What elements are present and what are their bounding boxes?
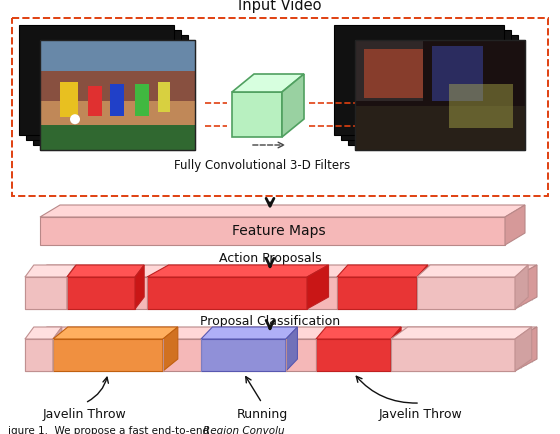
Polygon shape <box>417 265 428 309</box>
Polygon shape <box>282 74 304 137</box>
Polygon shape <box>67 265 76 309</box>
Bar <box>348 35 518 145</box>
Polygon shape <box>505 205 525 245</box>
Polygon shape <box>515 265 537 309</box>
Text: igure 1.  We propose a fast end-to-end: igure 1. We propose a fast end-to-end <box>8 426 212 434</box>
Polygon shape <box>515 265 528 309</box>
Bar <box>60 82 78 117</box>
Polygon shape <box>40 205 525 217</box>
Polygon shape <box>232 74 304 92</box>
Bar <box>391 339 515 371</box>
Bar <box>432 46 483 101</box>
Circle shape <box>70 114 80 124</box>
Polygon shape <box>515 327 537 371</box>
Polygon shape <box>316 327 401 339</box>
Bar <box>363 49 423 98</box>
Polygon shape <box>417 265 528 277</box>
Bar <box>88 86 102 116</box>
Text: Javelin Throw: Javelin Throw <box>43 408 127 421</box>
Bar <box>135 84 149 116</box>
Text: Action Proposals: Action Proposals <box>219 252 321 265</box>
Text: Running: Running <box>236 408 288 421</box>
Text: Feature Maps: Feature Maps <box>232 224 325 238</box>
Bar <box>12 18 548 196</box>
Polygon shape <box>67 265 144 277</box>
Bar <box>40 40 195 79</box>
Polygon shape <box>337 265 428 277</box>
Bar <box>337 277 417 309</box>
Polygon shape <box>391 327 401 371</box>
Bar <box>334 25 504 135</box>
Bar <box>449 84 513 128</box>
Polygon shape <box>515 327 531 371</box>
Bar <box>232 92 282 137</box>
Polygon shape <box>53 327 62 371</box>
Polygon shape <box>25 265 537 277</box>
Bar <box>201 339 286 371</box>
Bar <box>355 40 423 101</box>
Text: Region Convolu: Region Convolu <box>203 426 284 434</box>
Bar <box>19 25 174 135</box>
Bar <box>40 40 195 150</box>
Text: Input Video: Input Video <box>238 0 322 13</box>
Bar <box>147 277 307 309</box>
Polygon shape <box>135 265 144 309</box>
Bar <box>355 106 525 150</box>
Bar <box>25 277 67 309</box>
Bar <box>316 339 391 371</box>
Bar <box>40 101 195 128</box>
Bar <box>355 40 525 150</box>
Bar <box>40 71 195 104</box>
Bar <box>417 277 515 309</box>
Polygon shape <box>25 327 537 339</box>
Text: Javelin Throw: Javelin Throw <box>378 408 462 421</box>
Text: Proposal Classification: Proposal Classification <box>200 315 340 328</box>
Bar <box>355 40 525 150</box>
Bar <box>158 82 170 112</box>
Polygon shape <box>286 327 297 371</box>
Bar <box>40 217 505 245</box>
Bar <box>53 339 163 371</box>
Polygon shape <box>147 265 329 277</box>
Bar <box>355 40 525 150</box>
Bar <box>25 277 515 309</box>
Polygon shape <box>391 327 531 339</box>
Bar <box>341 30 511 140</box>
Bar <box>40 125 195 150</box>
Polygon shape <box>163 327 178 371</box>
Polygon shape <box>53 327 178 339</box>
Text: Fully Convolutional 3-D Filters: Fully Convolutional 3-D Filters <box>174 159 350 172</box>
Bar <box>25 339 515 371</box>
Bar <box>26 30 181 140</box>
Polygon shape <box>25 327 62 339</box>
Polygon shape <box>307 265 329 309</box>
Bar <box>110 84 124 116</box>
Polygon shape <box>25 265 76 277</box>
Bar <box>67 277 135 309</box>
Polygon shape <box>201 327 297 339</box>
Bar <box>40 40 195 150</box>
Bar <box>33 35 188 145</box>
Bar <box>25 339 53 371</box>
